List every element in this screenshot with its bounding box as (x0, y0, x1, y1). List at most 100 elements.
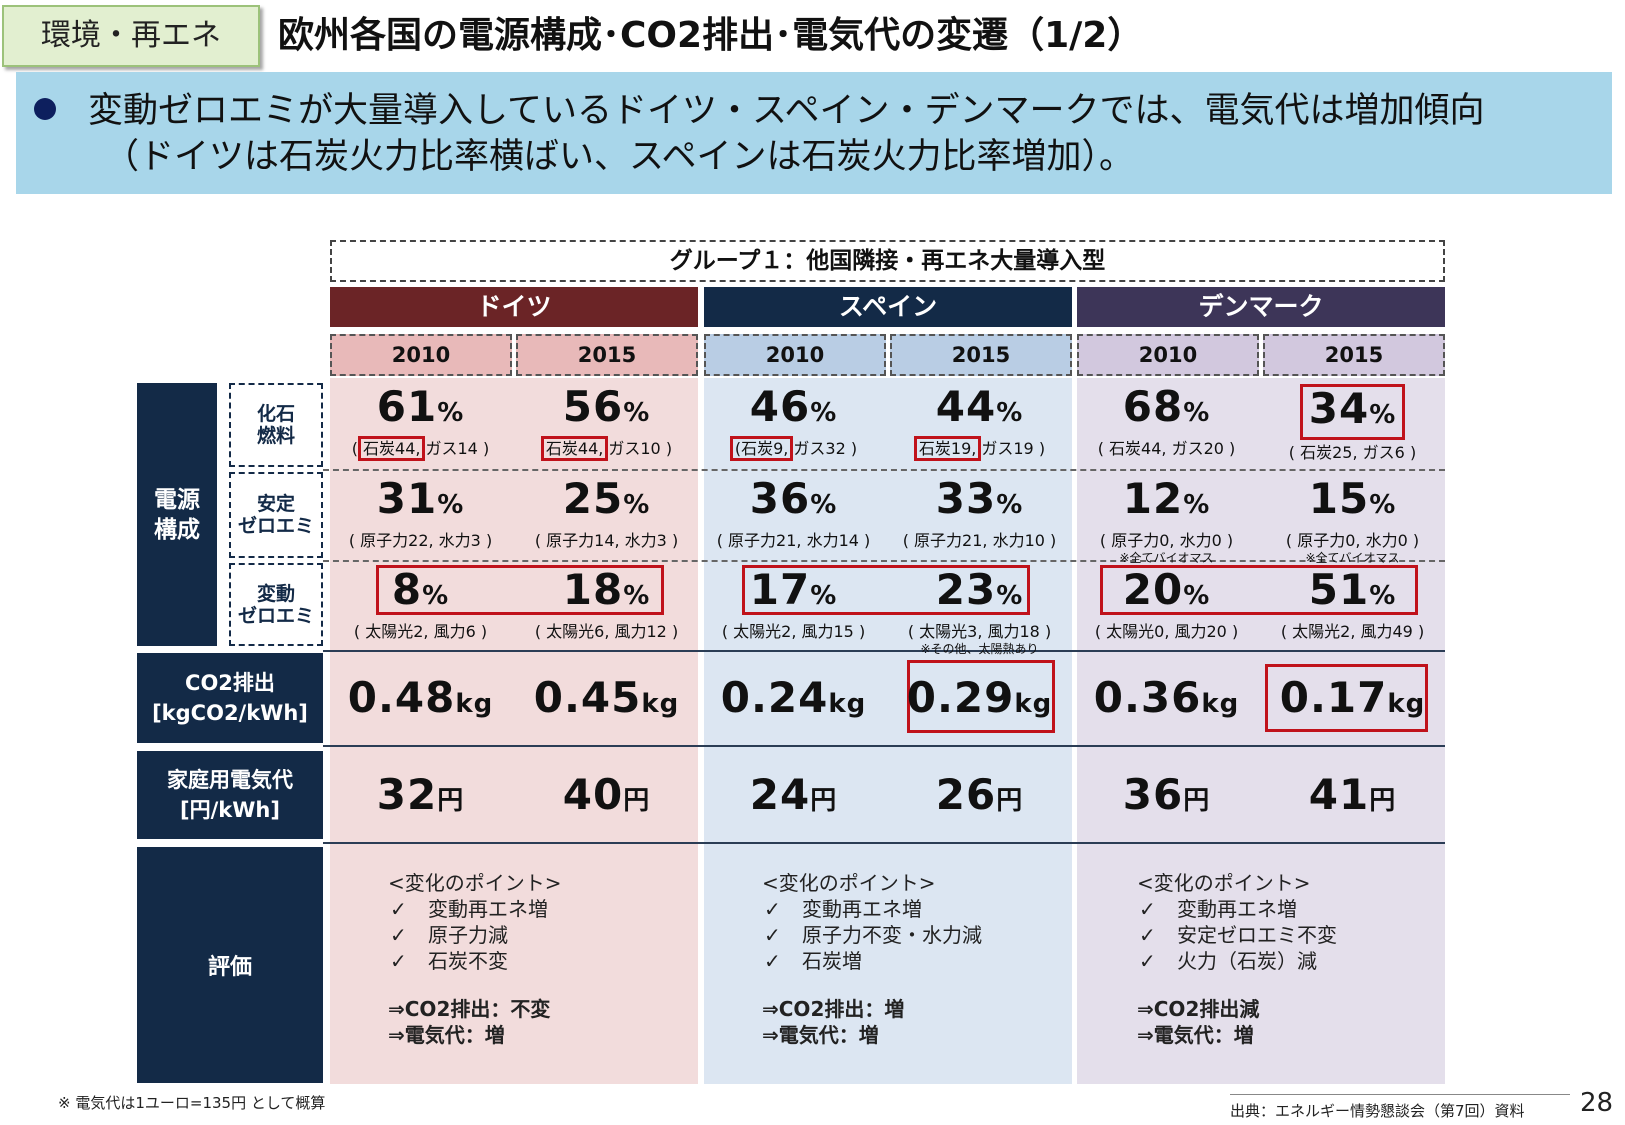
page-title: 欧州各国の電源構成･CO2排出･電気代の変遷（1/2） (278, 15, 1144, 56)
paren-open: ( (1288, 443, 1296, 462)
evaluation-point: ✓ 変動再エネ増 (1137, 896, 1337, 922)
percent-unit: % (810, 398, 838, 428)
bullet-icon (34, 98, 56, 120)
row-divider (323, 650, 1445, 652)
stable-cell-de-2010: 31% ( 原子力22, 水力3 ) (327, 476, 514, 552)
evaluation-heading: <変化のポイント> (388, 871, 562, 895)
evaluation-point-text: 変動再エネ増 (1177, 897, 1297, 921)
year-dk-2010: 2010 (1077, 334, 1259, 376)
co2-cell-dk-2010: 0.36kg (1073, 675, 1260, 727)
evaluation-point: ✓ 変動再エネ増 (762, 896, 982, 922)
yen-unit: 円 (810, 786, 838, 816)
coal-share-highlight: 石炭19, (913, 436, 982, 461)
stable-value: 31 (376, 474, 438, 523)
stable-detail: ( 原子力22, 水力3 ) (348, 531, 493, 550)
year-es-2015: 2015 (890, 334, 1072, 376)
co2-value: 0.48 (347, 673, 456, 722)
evaluation-germany: <変化のポイント> ✓ 変動再エネ増 ✓ 原子力減 ✓ 石炭不変 ⇒CO2排出：不変 … (388, 870, 562, 1048)
fossil-cell-es-2015: 44% 石炭19, ガス19 ) (886, 384, 1073, 461)
paren-close: ) (482, 439, 490, 458)
percent-unit: % (996, 398, 1024, 428)
country-denmark: デンマーク (1077, 287, 1445, 327)
variable-value: 23 (935, 565, 997, 614)
variable-cell-es-2015: 23% ( 太陽光3, 風力18 ) ※その他、太陽熱あり (886, 565, 1073, 656)
stable-note: ※全てバイオマス (1305, 551, 1400, 565)
check-icon: ✓ (764, 949, 781, 973)
evaluation-result: ⇒CO2排出：不変 (388, 997, 551, 1021)
variable-value: 51 (1308, 565, 1370, 614)
row-head-power-mix: 電源 構成 (137, 383, 217, 646)
stable-value: 33 (935, 474, 997, 523)
yen-unit: 円 (996, 786, 1024, 816)
kg-unit: kg (828, 689, 867, 719)
evaluation-point: ✓ 原子力減 (388, 922, 562, 948)
variable-highlight-de (376, 565, 664, 615)
stable-cell-dk-2010: 12% ( 原子力0, 水力0 ) ※全てバイオマス (1073, 474, 1260, 565)
evaluation-result: ⇒CO2排出：増 (762, 997, 905, 1021)
co2-value: 0.29 (906, 673, 1015, 722)
check-icon: ✓ (390, 949, 407, 973)
row-head-fossil: 化石 燃料 (229, 383, 323, 467)
variable-value: 18 (562, 565, 624, 614)
co2-label: CO2排出 (185, 671, 275, 695)
paren-open: ( (734, 439, 742, 458)
paren-close: ) (665, 439, 673, 458)
stable-value: 12 (1122, 474, 1184, 523)
variable-detail: ( 太陽光2, 風力6 ) (353, 622, 488, 641)
stable-detail: ( 原子力21, 水力14 ) (716, 531, 871, 550)
row-head-co2: CO2排出 [kgCO2/kWh] (137, 653, 323, 743)
paren-close: ) (850, 439, 858, 458)
evaluation-heading: <変化のポイント> (762, 871, 936, 895)
country-germany: ドイツ (330, 287, 698, 327)
percent-unit: % (1369, 400, 1397, 430)
year-es-2010: 2010 (704, 334, 886, 376)
stable-detail: ( 原子力21, 水力10 ) (902, 531, 1057, 550)
gas-share: ガス20 (1171, 439, 1224, 458)
co2-value: 0.17 (1279, 673, 1388, 722)
percent-unit: % (1183, 490, 1211, 520)
price-cell-de-2015: 40円 (513, 772, 700, 824)
yen-unit: 円 (623, 786, 651, 816)
evaluation-result: ⇒電気代：増 (1137, 1023, 1254, 1047)
evaluation-point: ✓ 安定ゼロエミ不変 (1137, 922, 1337, 948)
evaluation-point-text: 火力（石炭）減 (1177, 949, 1317, 973)
stable-detail: ( 原子力0, 水力0 ) (1099, 531, 1234, 550)
co2-value: 0.45 (533, 673, 642, 722)
coal-share: 石炭44, (1109, 439, 1167, 458)
co2-value: 0.36 (1093, 673, 1202, 722)
gas-share: ガス14 (425, 439, 478, 458)
variable-cell-dk-2015: 51% ( 太陽光2, 風力49 ) (1259, 567, 1446, 643)
price-value: 41 (1308, 770, 1370, 819)
germany-column (330, 378, 698, 1084)
row-divider (323, 842, 1445, 844)
summary-banner (16, 72, 1612, 194)
check-icon: ✓ (390, 897, 407, 921)
evaluation-point: ✓ 石炭不変 (388, 948, 562, 974)
evaluation-point: ✓ 石炭増 (762, 948, 982, 974)
variable-highlight-dk (1100, 565, 1418, 615)
evaluation-point: ✓ 変動再エネ増 (388, 896, 562, 922)
check-icon: ✓ (764, 897, 781, 921)
year-dk-2015: 2015 (1263, 334, 1445, 376)
price-label: 家庭用電気代 (167, 768, 293, 792)
price-unit-label: [円/kWh] (180, 798, 280, 822)
percent-unit: % (996, 581, 1024, 611)
gas-share: ガス32 (793, 439, 846, 458)
variable-cell-de-2015: 18% ( 太陽光6, 風力12 ) (513, 567, 700, 643)
kg-unit: kg (455, 689, 494, 719)
fossil-value: 68 (1122, 382, 1184, 431)
year-de-2010: 2010 (330, 334, 512, 376)
fossil-value: 56 (562, 382, 624, 431)
percent-unit: % (810, 490, 838, 520)
category-tag: 環境・再エネ (2, 5, 260, 67)
country-spain: スペイン (704, 287, 1072, 327)
paren-open: ( (351, 439, 359, 458)
co2-unit-label: [kgCO2/kWh] (152, 701, 308, 725)
co2-value: 0.24 (720, 673, 829, 722)
variable-value: 20 (1122, 565, 1184, 614)
coal-share-highlight: 石炭44, (540, 436, 609, 461)
stable-value: 15 (1308, 474, 1370, 523)
evaluation-denmark: <変化のポイント> ✓ 変動再エネ増 ✓ 安定ゼロエミ不変 ✓ 火力（石炭）減 ⇒CO… (1137, 870, 1337, 1048)
yen-unit: 円 (1369, 786, 1397, 816)
fossil-cell-de-2010: 61% (石炭44, ガス14 ) (327, 384, 514, 461)
